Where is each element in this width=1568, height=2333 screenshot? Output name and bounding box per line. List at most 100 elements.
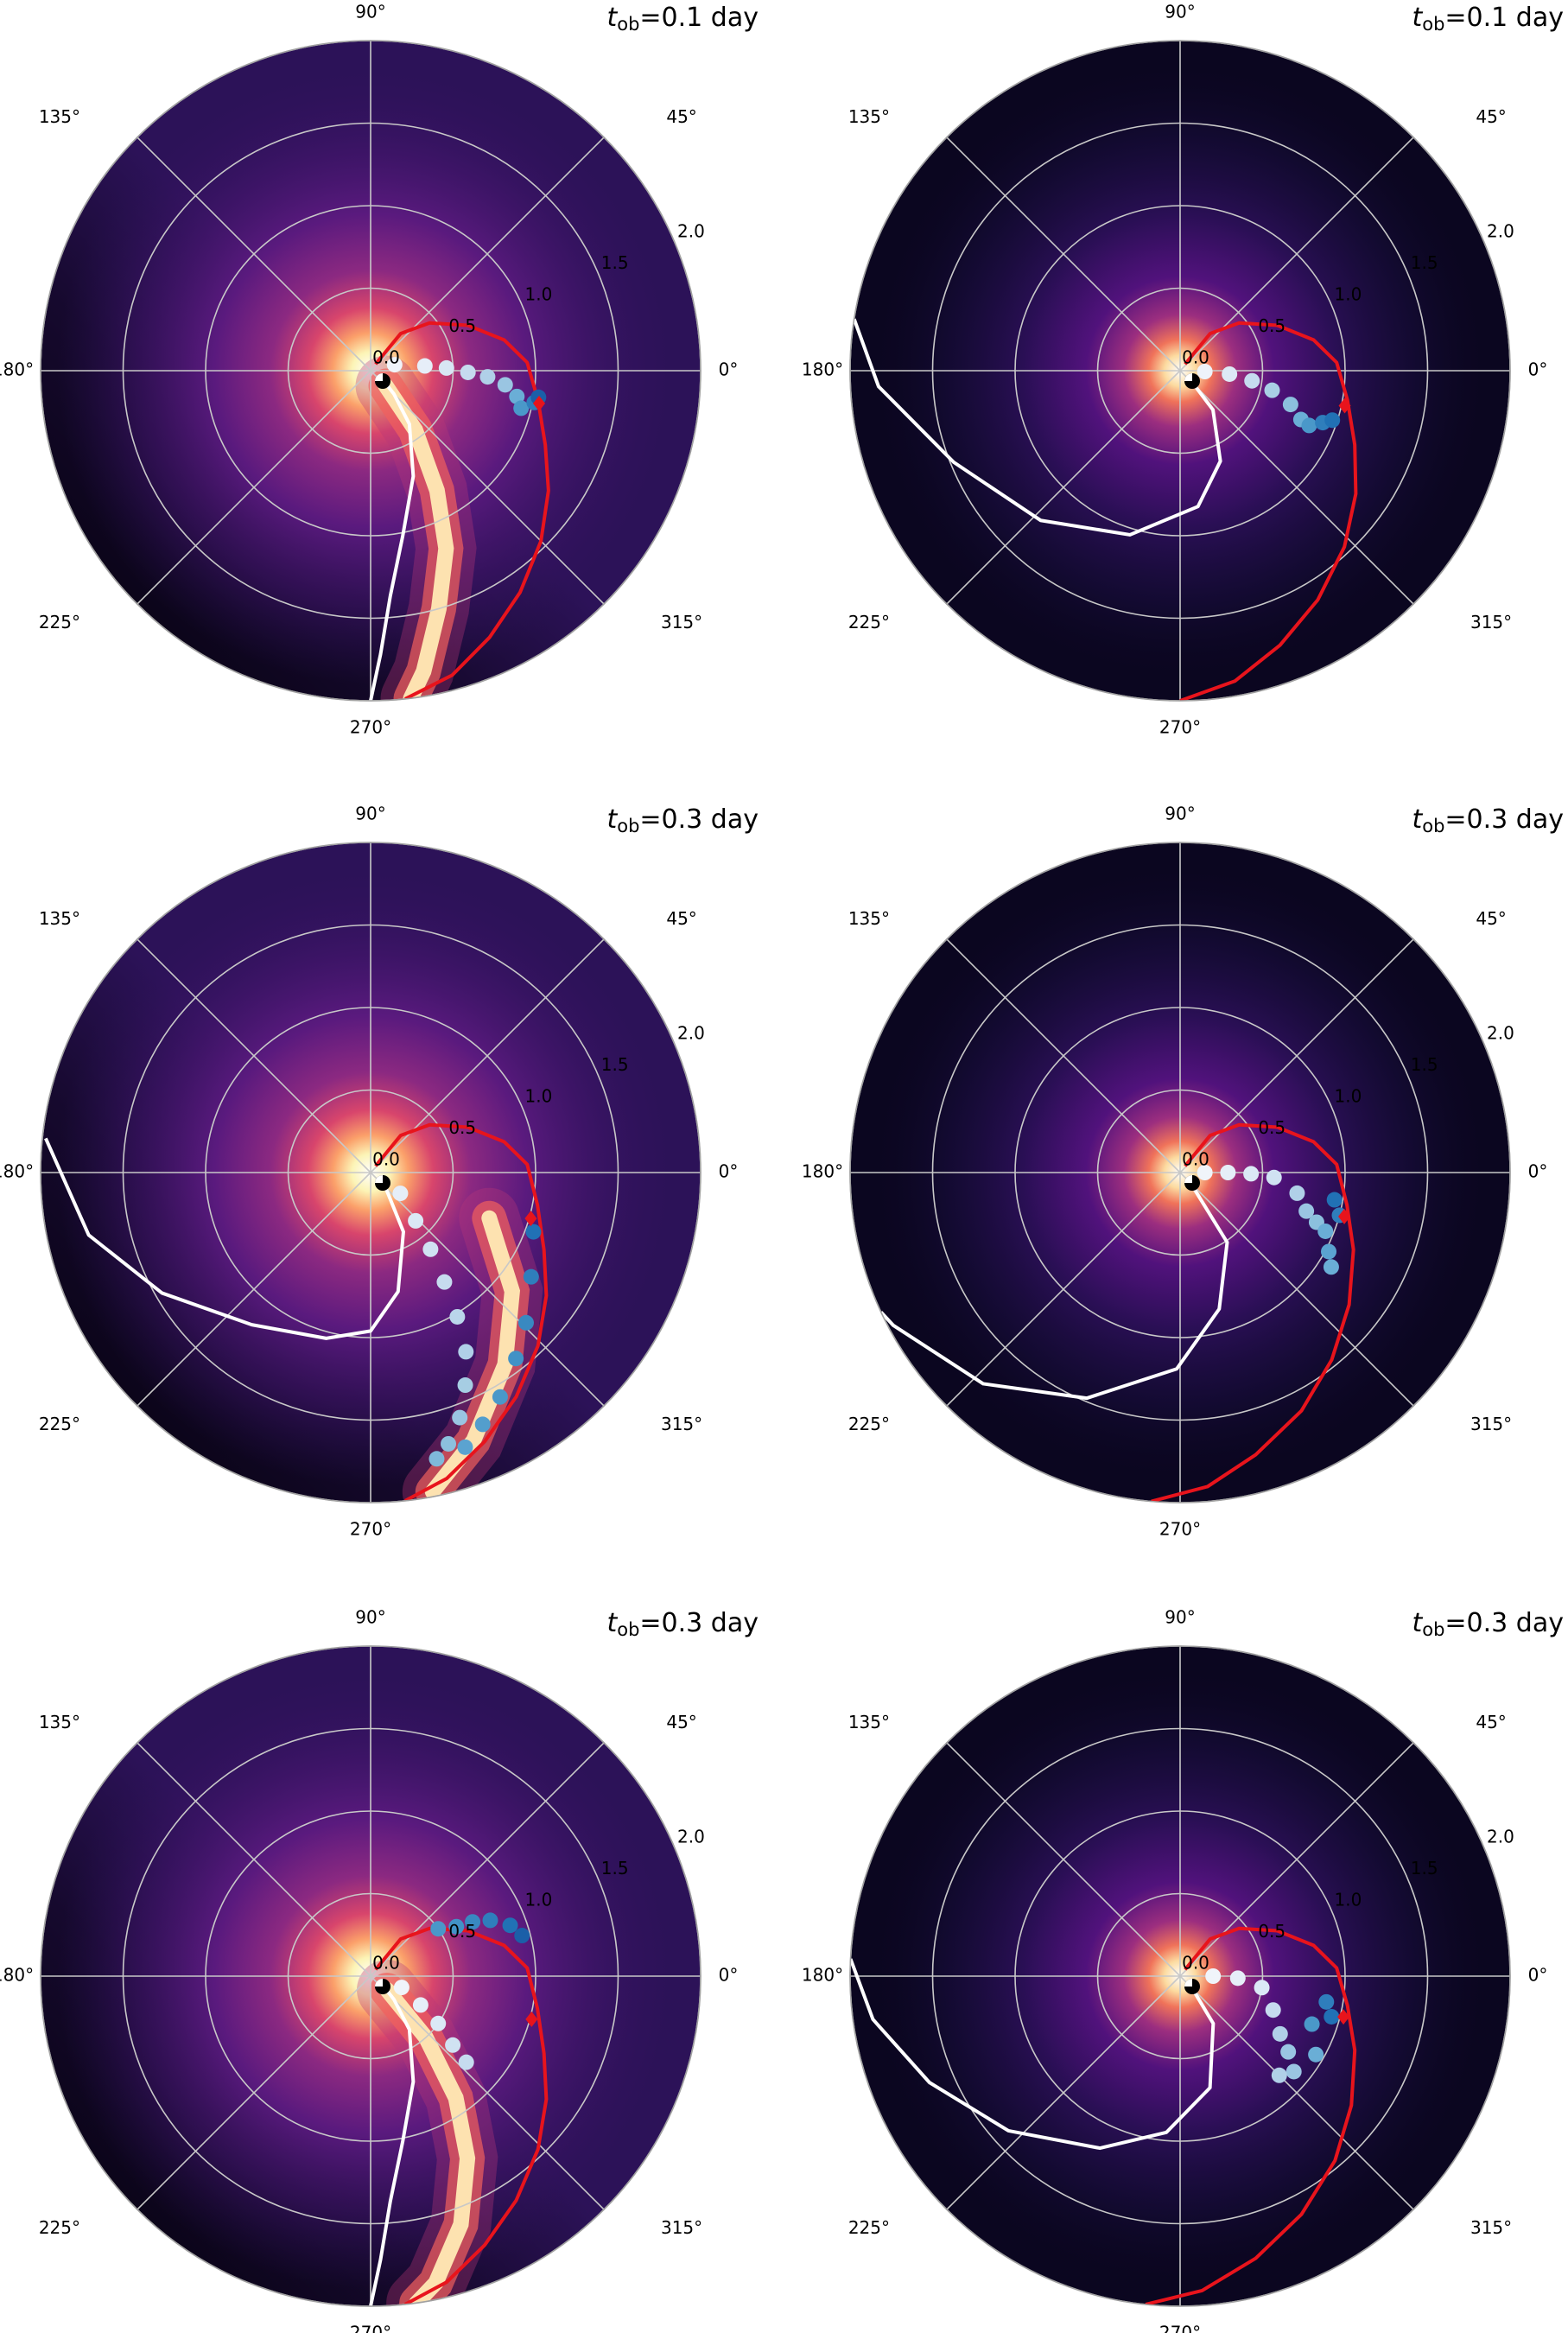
scatter-point <box>1317 1223 1334 1239</box>
theta-tick-label: 315° <box>1470 2217 1512 2238</box>
scatter-point <box>1271 2067 1287 2083</box>
title-text: =0.1 day <box>639 3 759 33</box>
theta-grid-line <box>136 938 371 1173</box>
theta-tick-label: 180° <box>0 359 34 380</box>
scatter-point <box>430 1921 447 1937</box>
r-tick-label: 2.0 <box>1487 220 1514 241</box>
theta-tick-label: 45° <box>666 908 696 929</box>
theta-tick-label: 225° <box>39 2217 80 2238</box>
curve <box>369 1985 416 2306</box>
theta-tick-label: 315° <box>661 2217 702 2238</box>
scatter-point <box>392 1186 409 1202</box>
scatter-point <box>1243 1166 1260 1182</box>
theta-tick-label: 135° <box>848 1712 890 1732</box>
scatter-point <box>1324 2008 1340 2025</box>
scatter-point <box>1229 1970 1246 1987</box>
theta-tick-label: 90° <box>1165 1607 1195 1628</box>
theta-grid-line <box>946 1975 1181 2210</box>
frame <box>849 842 1511 1503</box>
theta-tick-label: 270° <box>1159 2323 1201 2333</box>
theta-tick-label: 225° <box>39 1414 80 1434</box>
scatter-point <box>517 1314 534 1331</box>
scatter-point <box>448 1918 465 1935</box>
curve <box>850 1958 1216 2151</box>
polar-panel: 0.0 0.5 1.0 1.5 2.0 0° 45° 90° 135° 180° 225° 270° 3… <box>0 1607 759 2333</box>
theta-tick-label: 270° <box>350 1519 391 1540</box>
frame <box>40 1645 701 2307</box>
scatter-point <box>1286 2063 1302 2080</box>
curve <box>852 318 1222 537</box>
scatter-point <box>482 1912 498 1929</box>
title-symbol: t <box>1412 1608 1423 1638</box>
theta-tick-label: 90° <box>355 804 385 824</box>
theta-tick-label: 90° <box>355 2 385 22</box>
theta-tick-label: 90° <box>1165 2 1195 22</box>
title-text: =0.3 day <box>639 804 759 835</box>
scatter-point <box>430 2015 447 2031</box>
theta-grid-line <box>946 137 1181 372</box>
band-core <box>378 378 454 701</box>
scatter-point <box>449 1308 466 1325</box>
theta-tick-label: 315° <box>661 612 702 633</box>
theta-tick-label: 180° <box>0 1161 34 1182</box>
scatter-point <box>422 1241 439 1257</box>
data-layer <box>44 1122 549 1503</box>
theta-grid-line <box>946 1742 1181 1977</box>
title-subscript: ob <box>617 14 639 35</box>
data-layer <box>850 1926 1357 2306</box>
scatter-point <box>1264 382 1280 398</box>
scatter-point <box>452 1409 468 1426</box>
polar-panel: 0.0 0.5 1.0 1.5 2.0 0° 45° 90° 135° 180° 225° 270° 3… <box>802 1607 1564 2333</box>
scatter-point <box>492 1389 508 1405</box>
scatter-point <box>1304 2016 1320 2032</box>
r-tick-label: 0.5 <box>448 1117 476 1138</box>
curve <box>44 1137 405 1340</box>
scatter-point <box>474 1416 491 1433</box>
scatter-point <box>458 2054 474 2070</box>
r-tick-label: 0.5 <box>1258 315 1286 336</box>
scatter-point <box>465 1914 481 1930</box>
title-symbol: t <box>606 3 618 33</box>
theta-grid-line <box>370 1172 605 1407</box>
scatter-point <box>1254 1980 1270 1996</box>
r-tick-label: 1.0 <box>525 1085 553 1106</box>
theta-grid-line <box>136 1172 371 1407</box>
theta-tick-label: 135° <box>39 106 80 127</box>
r-tick-label: 1.0 <box>1335 1085 1362 1106</box>
scatter-point <box>441 1435 457 1452</box>
theta-grid-line <box>136 137 371 372</box>
center-body-light <box>1184 1979 1192 1987</box>
scatter-point <box>525 1224 542 1240</box>
polar-panel: 0.0 0.5 1.0 1.5 2.0 0° 45° 90° 135° 180° 225° 270° 3… <box>0 2 759 738</box>
polar-panel: 0.0 0.5 1.0 1.5 2.0 0° 45° 90° 135° 180° 225° 270° 3… <box>802 804 1564 1540</box>
scatter-point <box>1289 1185 1305 1201</box>
theta-tick-label: 45° <box>1476 106 1506 127</box>
curve <box>374 321 550 701</box>
theta-tick-label: 180° <box>0 1965 34 1986</box>
r-tick-label: 1.0 <box>525 1889 553 1910</box>
theta-tick-label: 45° <box>1476 1712 1506 1732</box>
scatter-point <box>1326 1192 1343 1208</box>
scatter-point <box>1197 1165 1213 1180</box>
scatter-point <box>1220 1165 1236 1180</box>
theta-grid-line <box>370 1975 605 2210</box>
marker <box>532 395 545 411</box>
panel-title: tob=0.3 day <box>606 1608 759 1641</box>
panel-title: tob=0.3 day <box>1412 804 1564 837</box>
theta-tick-label: 45° <box>1476 908 1506 929</box>
r-tick-label: 2.0 <box>677 1022 705 1043</box>
r-tick-label: 1.5 <box>1411 1054 1438 1075</box>
scatter-point <box>1222 366 1238 382</box>
r-tick-label: 1.0 <box>1335 1889 1362 1910</box>
theta-grid-line <box>1179 370 1414 605</box>
curve <box>374 1122 549 1503</box>
scatter-point <box>1282 397 1298 413</box>
title-subscript: ob <box>1422 14 1444 35</box>
title-symbol: t <box>1412 3 1423 33</box>
theta-tick-label: 135° <box>39 908 80 929</box>
r-tick-label: 2.0 <box>1487 1022 1514 1043</box>
scatter-point <box>386 357 403 373</box>
r-tick-label: 1.5 <box>1411 1858 1438 1878</box>
